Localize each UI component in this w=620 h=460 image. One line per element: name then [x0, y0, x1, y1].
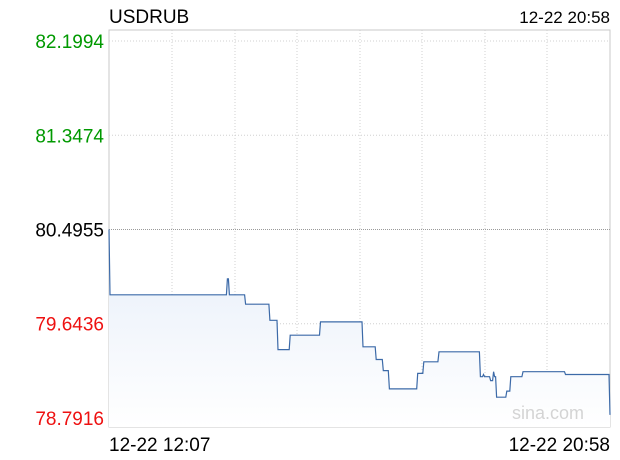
- y-tick-label-2: 81.3474: [35, 126, 104, 147]
- sina-watermark: sina.com: [512, 403, 584, 423]
- x-tick-label-end: 12-22 20:58: [509, 435, 610, 456]
- y-tick-label-5: 78.7916: [35, 409, 104, 430]
- chart-title: USDRUB: [109, 7, 189, 28]
- price-line: [108, 229, 611, 415]
- y-tick-label-3: 80.4955: [35, 221, 104, 242]
- x-tick-label-start: 12-22 12:07: [109, 435, 210, 456]
- price-area-fill: [109, 229, 610, 427]
- y-tick-label-4: 79.6436: [35, 315, 104, 336]
- chart-timestamp: 12-22 20:58: [519, 8, 610, 27]
- y-tick-label-1: 82.1994: [35, 32, 104, 53]
- y-axis-tick-labels: 82.1994 81.3474 80.4955 79.6436 78.7916: [35, 32, 104, 430]
